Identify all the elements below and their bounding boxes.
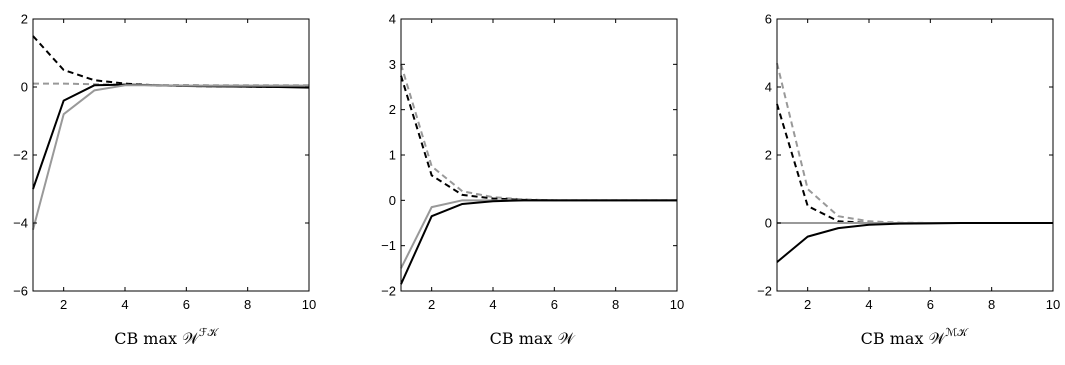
y-tick-label: 2: [389, 102, 396, 117]
x-tick-label: 8: [988, 297, 995, 312]
x-tick-label: 2: [804, 297, 811, 312]
panel-caption: CB max 𝒲ℳ𝒦: [861, 326, 969, 348]
y-tick-label: −2: [13, 148, 28, 163]
x-tick-label: 10: [670, 297, 684, 312]
x-tick-label: 10: [302, 297, 316, 312]
chart-panel-3: 2 4 6 8 10 −2 0 2 4 6 CB max 𝒲ℳ𝒦: [757, 12, 1060, 349]
y-tick-label: 6: [765, 12, 772, 27]
panel-caption: CB max 𝒲: [490, 329, 576, 348]
x-tick-label: 4: [865, 297, 872, 312]
y-tick-label: 4: [389, 12, 396, 27]
y-tick-label: 0: [21, 80, 28, 95]
y-tick-label: −6: [13, 284, 28, 299]
y-tick-label: −1: [381, 238, 396, 253]
series-line-4: [776, 222, 1053, 263]
x-tick-label: 2: [60, 297, 67, 312]
x-tick-label: 2: [428, 297, 435, 312]
x-tick-label: 6: [927, 297, 934, 312]
y-tick-label: −2: [757, 284, 772, 299]
panel-caption: CB max 𝒲ℱ𝒦: [114, 326, 219, 348]
chart-panel-2: 2 4 6 8 10 −2 −1 0 1 2 3 4 CB max 𝒲: [381, 12, 684, 349]
series-line-4: [400, 199, 677, 285]
chart-panel-1: 2 4 6 8 10 −6 −4 −2 0 2 CB max 𝒲ℱ𝒦: [13, 12, 316, 349]
series-line-1: [32, 35, 309, 88]
axes-frame: [400, 18, 678, 292]
y-tick-label: 0: [765, 216, 772, 231]
y-tick-label: −4: [13, 216, 28, 231]
x-tick-label: 8: [244, 297, 251, 312]
x-tick-label: 4: [489, 297, 496, 312]
series-line-1: [400, 64, 677, 202]
axes-frame: [32, 18, 310, 292]
x-tick-label: 6: [183, 297, 190, 312]
y-tick-label: 2: [21, 12, 28, 27]
x-tick-label: 8: [612, 297, 619, 312]
x-tick-label: 10: [1046, 297, 1060, 312]
x-tick-label: 6: [551, 297, 558, 312]
y-tick-label: 3: [389, 57, 396, 72]
series-line-4: [32, 84, 309, 231]
series-line-2: [400, 75, 677, 202]
series-line-3: [400, 199, 677, 269]
series-line-2: [776, 103, 1053, 224]
y-tick-label: 4: [765, 80, 772, 95]
x-tick-label: 4: [121, 297, 128, 312]
y-tick-label: 0: [389, 193, 396, 208]
series-line-3: [32, 83, 310, 190]
axes-frame: [776, 18, 1054, 292]
y-tick-label: 2: [765, 148, 772, 163]
series-line-1: [776, 62, 1053, 224]
y-tick-label: 1: [389, 148, 396, 163]
y-tick-label: −2: [381, 284, 396, 299]
